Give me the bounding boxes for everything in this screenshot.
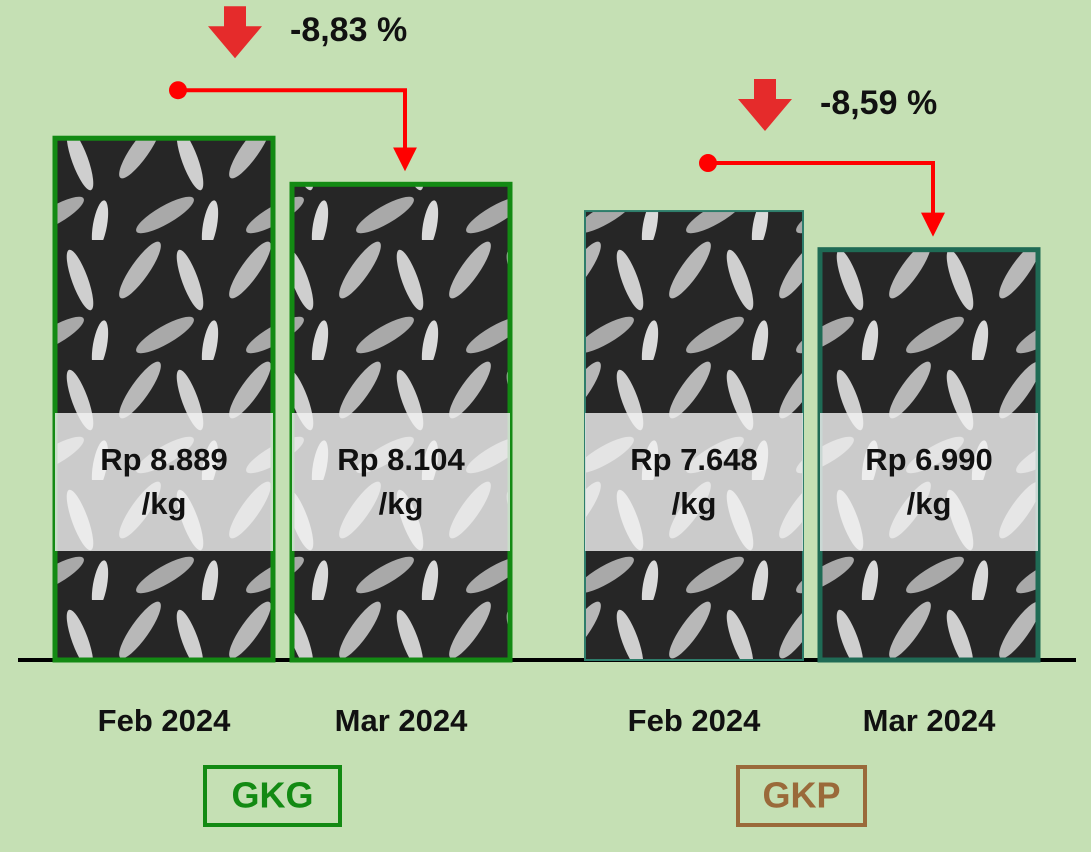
change-label: -8,83 % [290,11,407,49]
change-connector [178,88,417,172]
x-tick-label: Feb 2024 [98,703,231,738]
value-label-box: Rp 8.889 /kg [55,413,273,551]
x-tick-label: Mar 2024 [335,703,468,738]
change-label: -8,59 % [820,84,937,122]
connector-dot [169,81,187,100]
x-tick-label: Feb 2024 [628,703,761,738]
value-label-box: Rp 8.104 /kg [292,413,510,551]
value-label: Rp 8.104 /kg [292,413,510,551]
group-label-box [736,765,867,827]
group-label: GKP [762,775,840,816]
group-label-box [203,765,342,827]
down-arrow-icon [208,6,262,59]
value-label: Rp 8.889 /kg [55,413,273,551]
bar [52,135,276,663]
x-tick-label: Mar 2024 [863,703,996,738]
value-label: Rp 7.648 /kg [585,413,803,551]
value-label-box: Rp 7.648 /kg [585,413,803,551]
value-label-box: Rp 6.990 /kg [820,413,1038,551]
down-arrow-icon [738,79,792,132]
connector-dot [699,154,717,173]
change-connector [708,161,945,237]
group-label: GKG [231,775,313,816]
value-label: Rp 6.990 /kg [820,413,1038,551]
